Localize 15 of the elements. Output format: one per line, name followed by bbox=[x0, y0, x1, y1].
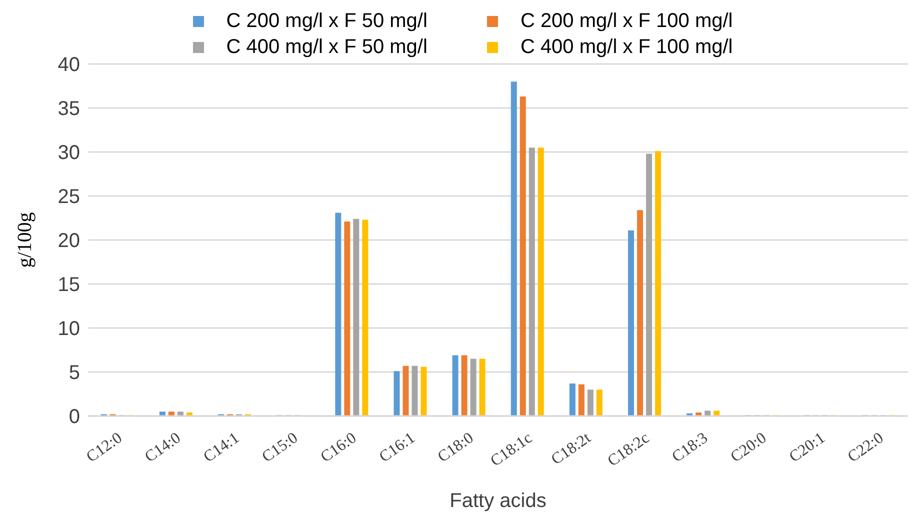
legend-label: C 200 mg/l x F 50 mg/l bbox=[225, 9, 428, 34]
legend-label: C 400 mg/l x F 100 mg/l bbox=[519, 35, 733, 60]
y-tick-label: 20 bbox=[58, 230, 80, 252]
y-tick-label: 15 bbox=[58, 274, 80, 296]
y-tick-label: 25 bbox=[58, 186, 80, 208]
y-tick-label: 30 bbox=[58, 142, 80, 164]
legend-label: C 200 mg/l x F 100 mg/l bbox=[519, 9, 733, 34]
y-tick-label: 40 bbox=[58, 54, 80, 76]
y-axis-title: g/100g bbox=[14, 212, 36, 268]
y-tick-label: 10 bbox=[58, 318, 80, 340]
y-tick-label: 0 bbox=[68, 406, 80, 428]
y-tick-label: 35 bbox=[58, 98, 80, 120]
x-axis-title: Fatty acids bbox=[450, 490, 546, 512]
legend-label: C 400 mg/l x F 50 mg/l bbox=[225, 35, 428, 60]
y-tick-label: 5 bbox=[68, 362, 80, 384]
